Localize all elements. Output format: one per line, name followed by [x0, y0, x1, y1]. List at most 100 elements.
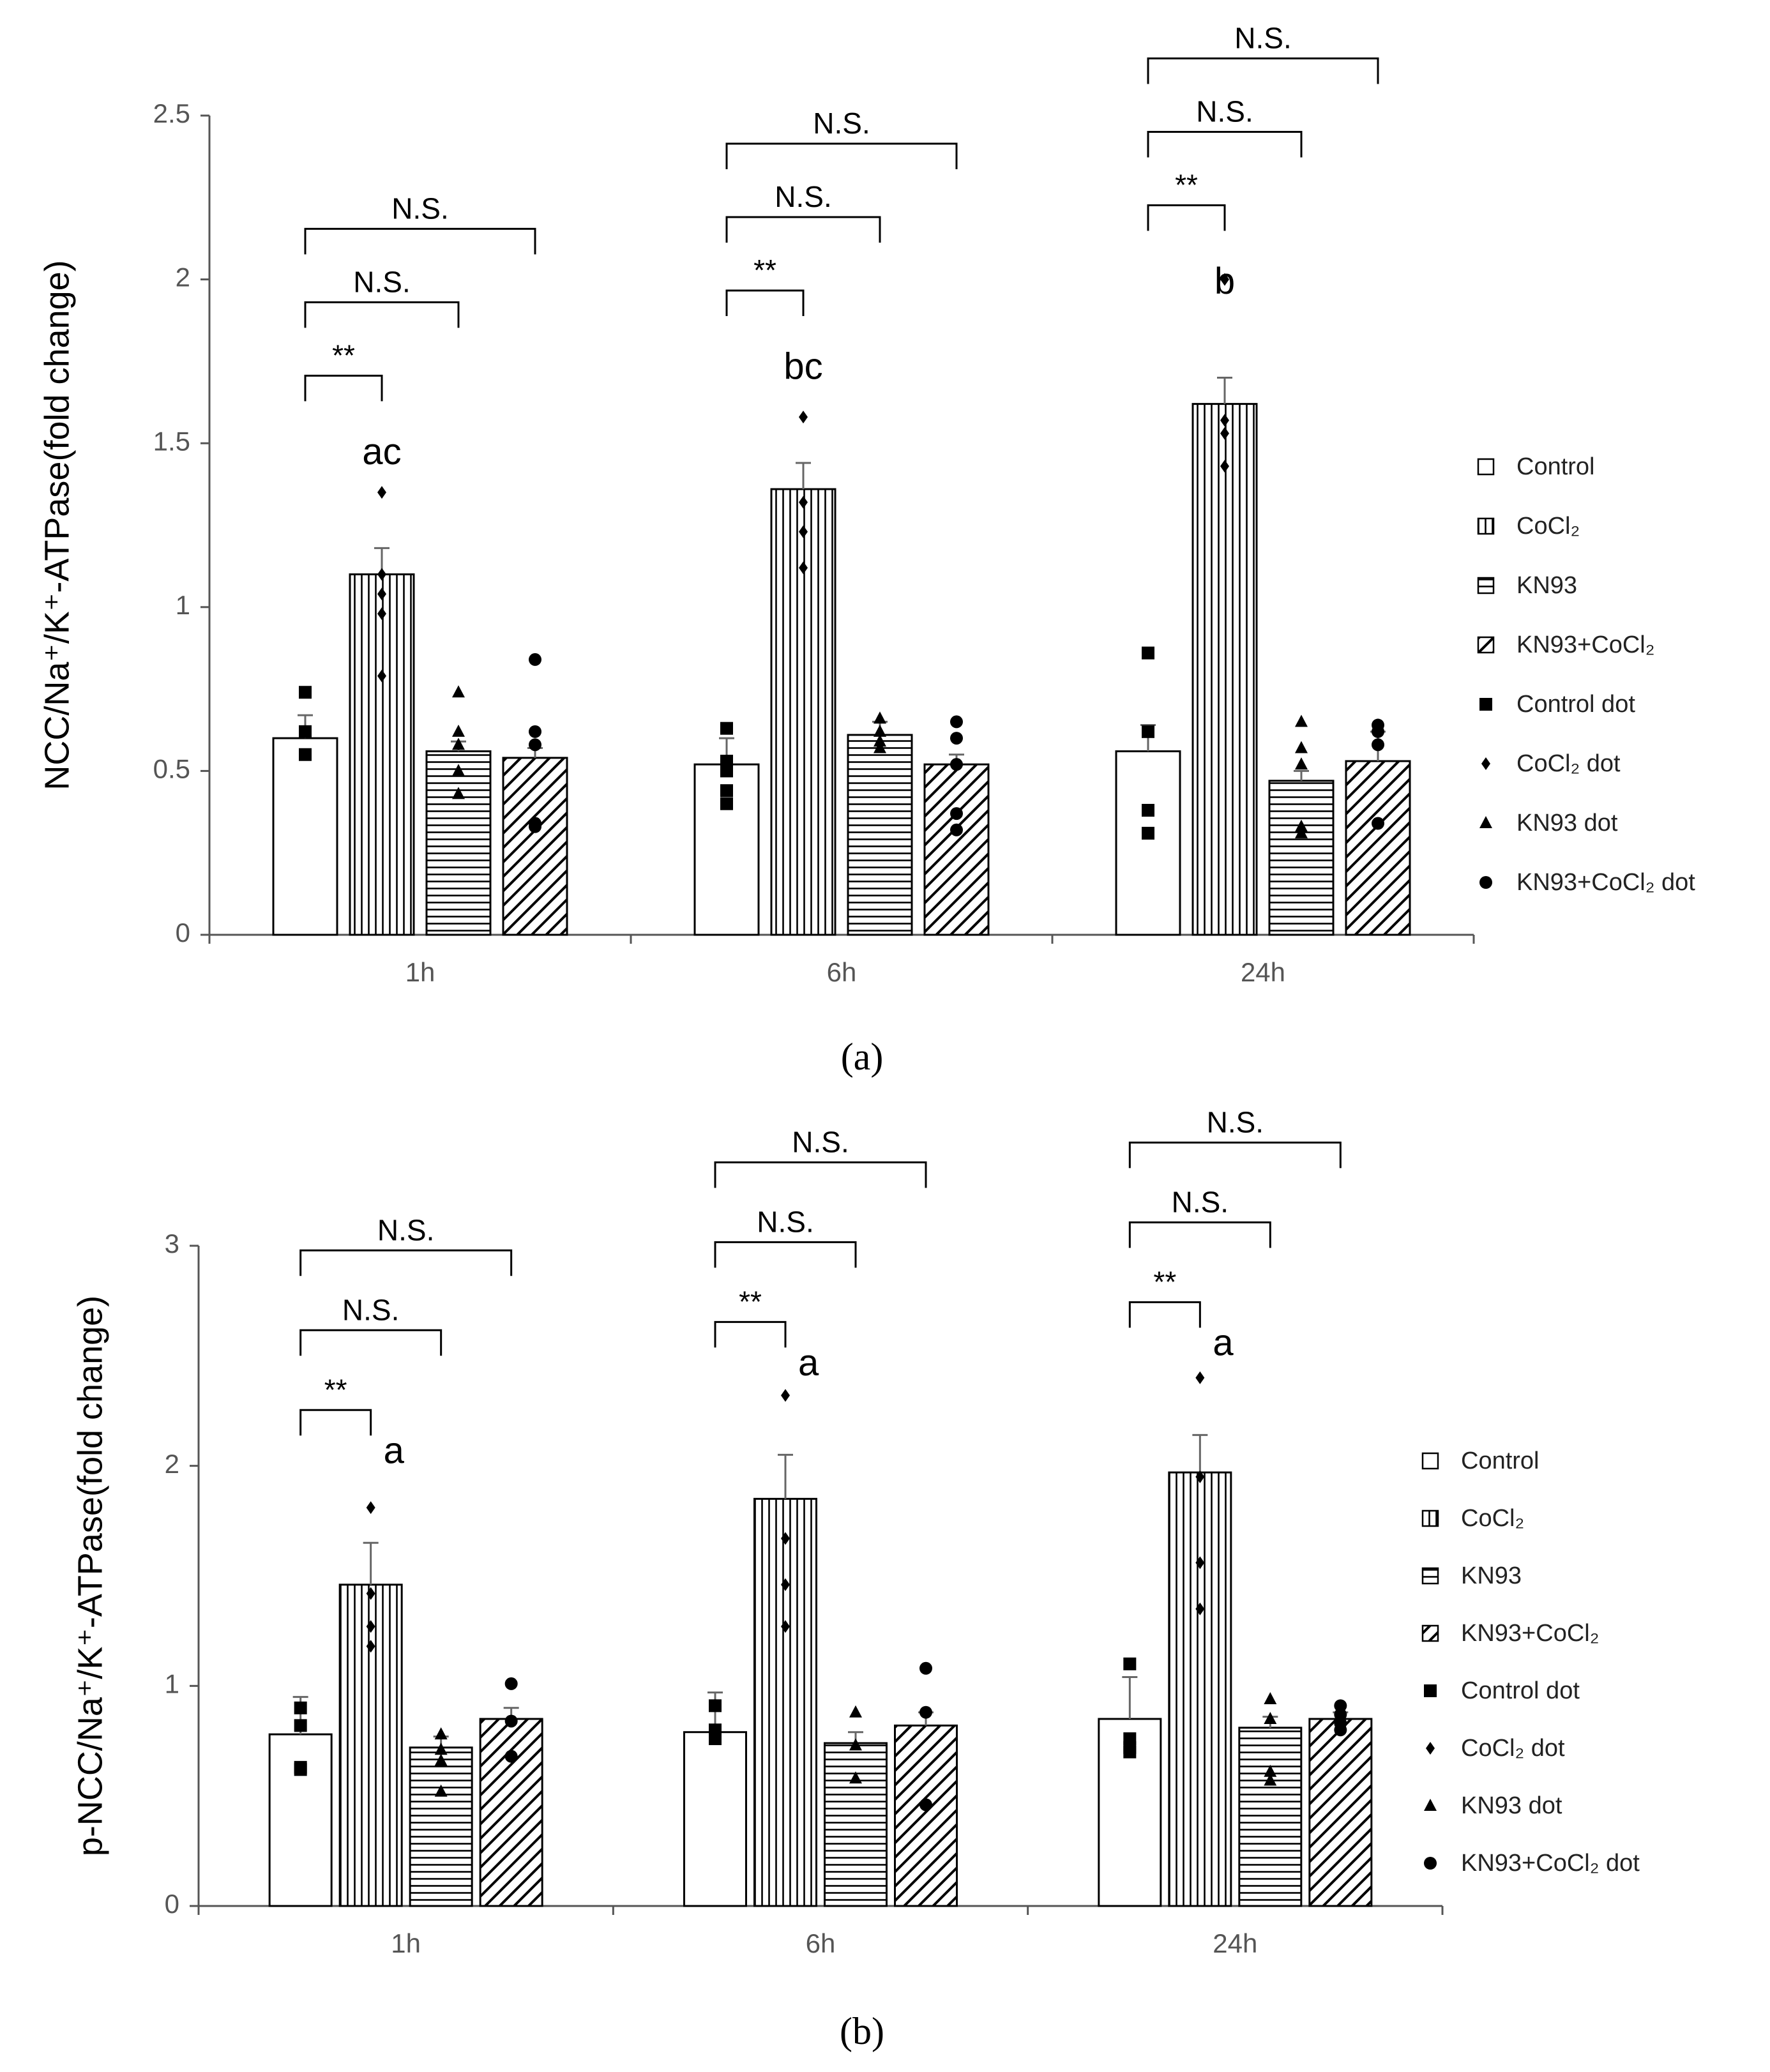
data-dot [950, 732, 963, 745]
legend-swatch [1477, 636, 1495, 654]
data-dot [299, 725, 312, 738]
data-dot [950, 715, 963, 729]
data-dot [1195, 1371, 1205, 1384]
legend-marker [1424, 1857, 1437, 1870]
data-dot [366, 1640, 375, 1653]
legend-label: KN93+CoCl₂ [1461, 1620, 1599, 1647]
data-dot [299, 686, 312, 699]
data-dot [1264, 1773, 1277, 1786]
data-dot [1220, 273, 1229, 286]
data-dot [1295, 715, 1308, 727]
significance-label: ** [739, 1285, 762, 1319]
x-tick-label: 1h [405, 957, 435, 987]
significance-label: N.S. [391, 192, 448, 225]
data-dot [452, 724, 465, 737]
data-dot [849, 1771, 862, 1784]
significance-label: N.S. [377, 1213, 434, 1246]
significance-letter: a [384, 1430, 405, 1472]
significance-label: N.S. [353, 266, 410, 299]
data-dot [781, 1389, 790, 1402]
data-dot [1264, 1712, 1277, 1725]
significance-label: ** [332, 339, 355, 372]
data-dot [1334, 1699, 1347, 1713]
significance-bracket [1147, 131, 1303, 158]
legend-marker [1479, 816, 1492, 828]
data-dot [294, 1701, 307, 1714]
data-dot [781, 1578, 790, 1591]
bar [1191, 403, 1258, 936]
data-dot [781, 1532, 790, 1545]
data-dot [452, 685, 465, 698]
data-dot [434, 1753, 448, 1766]
bar [272, 737, 338, 936]
y-tick-label: 1.5 [153, 426, 190, 456]
data-dot [1334, 1723, 1347, 1737]
significance-bracket [299, 1409, 372, 1436]
significance-label: N.S. [757, 1206, 813, 1239]
y-tick-label: 1 [165, 1668, 179, 1698]
bar [683, 1731, 747, 1907]
data-dot [377, 607, 386, 621]
data-dot [1295, 757, 1308, 770]
significance-bracket [725, 289, 805, 316]
legend-label: KN93 dot [1461, 1792, 1562, 1819]
data-dot [377, 669, 386, 683]
legend-swatch [1477, 517, 1495, 535]
data-dot [366, 1620, 375, 1633]
data-dot [709, 1699, 722, 1713]
data-dot [1220, 460, 1229, 473]
data-dot [874, 734, 886, 747]
legend-label: KN93 dot [1517, 810, 1618, 836]
data-dot [874, 711, 886, 724]
data-dot [720, 764, 733, 778]
data-dot [1142, 646, 1154, 660]
data-dot [1295, 819, 1308, 832]
x-tick-label: 24h [1241, 957, 1285, 987]
bar [847, 734, 913, 936]
data-dot [1142, 803, 1154, 817]
data-dot [874, 741, 886, 753]
data-dot [919, 1798, 932, 1811]
y-tick-label: 2 [165, 1449, 179, 1479]
data-dot [529, 725, 541, 738]
significance-bracket [299, 1249, 513, 1276]
caption: (a) [841, 1036, 884, 1078]
significance-bracket [1128, 1221, 1271, 1248]
data-dot [366, 1501, 375, 1515]
data-dot [529, 738, 541, 752]
data-dot [1142, 725, 1154, 738]
data-dot [781, 1620, 790, 1633]
data-dot [709, 1732, 722, 1746]
x-tick-label: 6h [806, 1928, 836, 1958]
data-dot [799, 495, 808, 509]
data-dot [299, 748, 312, 761]
data-dot [504, 1714, 518, 1728]
data-dot [434, 1727, 448, 1740]
bar [1168, 1471, 1232, 1907]
data-dot [1220, 427, 1229, 440]
bar [1115, 750, 1181, 936]
data-dot [377, 486, 386, 499]
significance-bracket [304, 374, 383, 402]
legend-label: Control dot [1461, 1677, 1580, 1704]
y-tick-label: 0.5 [153, 753, 190, 783]
data-dot [1372, 725, 1384, 738]
data-dot [377, 587, 386, 601]
data-dot [1295, 741, 1308, 753]
data-dot [919, 1705, 932, 1719]
data-dot [874, 724, 886, 737]
bar [268, 1733, 333, 1907]
significance-label: N.S. [342, 1293, 399, 1326]
data-dot [366, 1587, 375, 1600]
data-dot [294, 1719, 307, 1732]
significance-label: N.S. [1196, 95, 1253, 128]
x-tick-label: 6h [827, 957, 857, 987]
significance-bracket [1128, 1301, 1201, 1328]
data-dot [720, 784, 733, 798]
significance-bracket [725, 216, 881, 243]
data-dot [1295, 826, 1308, 838]
data-dot [1123, 1745, 1137, 1758]
significance-bracket [714, 1161, 927, 1188]
significance-label: ** [1175, 169, 1198, 202]
data-dot [294, 1763, 307, 1776]
